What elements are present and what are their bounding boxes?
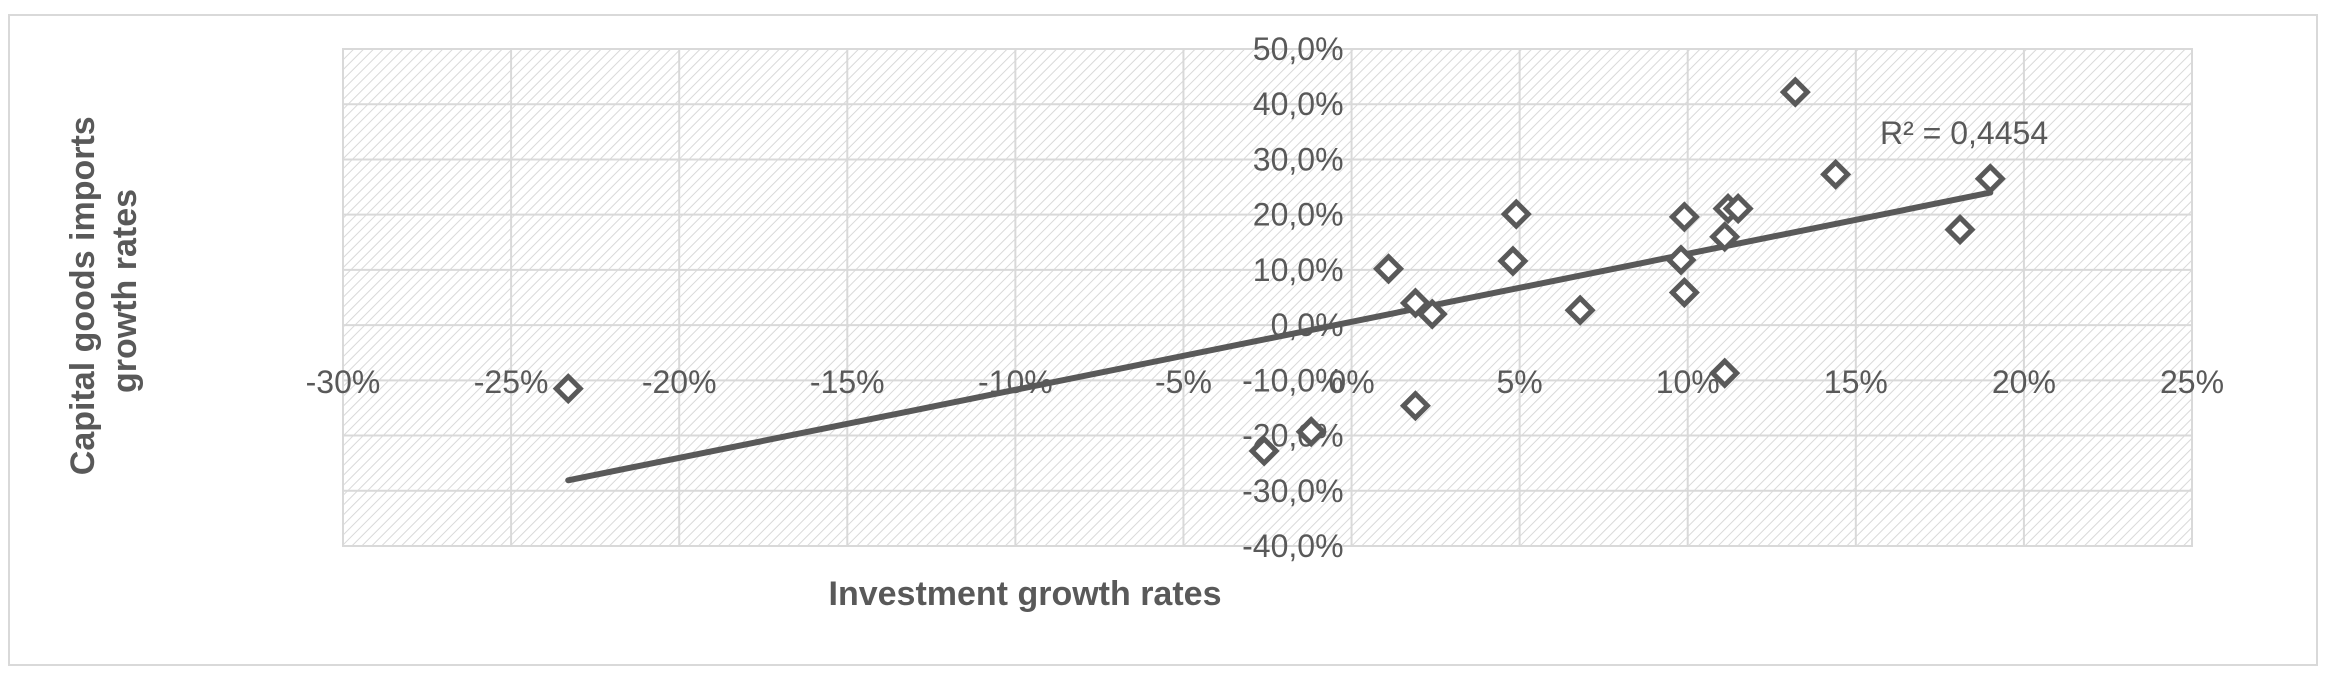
x-axis-title: Investment growth rates [829,575,1222,613]
scatter-chart: -30% -25% -20% -15% -10% -5% 0% 5% 10% 15% 20% 25%5… [64,31,2224,613]
y-tick-label: 30,0% [1253,141,1344,177]
data-point [1709,221,1741,253]
data-point [1399,287,1431,319]
data-point [1779,76,1811,108]
data-point [1497,245,1529,277]
x-tick-label: 0% [1328,364,1374,400]
data-point [1372,253,1405,285]
x-tick-label: 10% [1656,364,1720,400]
x-tick-label: 15% [1824,364,1888,400]
data-point [1416,298,1448,330]
y-tick-label: -30,0% [1242,473,1343,509]
x-tick-label: -25% [474,364,549,400]
y-tick-label: 50,0% [1253,31,1344,67]
data-point [1248,435,1280,467]
x-tick-label: -15% [810,364,885,400]
x-tick-label: 20% [1992,364,2056,400]
trendline [565,189,1994,484]
data-point [552,373,584,405]
y-axis-title: Capital goods imports growth rates [64,107,144,475]
r-squared-label: R² = 0,4454 [1880,115,2048,151]
y-tick-label: 10,0% [1253,252,1344,288]
x-tick-label: 25% [2160,364,2224,400]
data-point [1668,201,1700,233]
x-tick-label: 5% [1497,364,1543,400]
data-point [1944,214,1976,246]
y-tick-label: -10,0% [1242,362,1343,398]
gridlines [342,48,2193,547]
chart-frame: -30% -25% -20% -15% -10% -5% 0% 5% 10% 15% 20% 25% 5… [8,14,2318,666]
data-point [1709,357,1741,389]
x-tick-label: -5% [1155,364,1212,400]
trendline-group [565,189,1994,484]
data-point [1665,244,1697,276]
data-point [1668,276,1700,309]
y-tick-label: 40,0% [1253,86,1344,122]
data-point [1722,193,1754,225]
data-point [1295,416,1327,448]
data-point [1564,294,1596,326]
y-axis-title-line-2: growth rates [106,189,144,393]
data-point [1974,163,2006,195]
y-tick-label: 20,0% [1253,197,1344,233]
y-axis-title-line-1: Capital goods imports [64,116,102,475]
y-tick-label: -40,0% [1242,528,1343,564]
data-point [1399,390,1431,422]
data-point [1500,198,1532,230]
x-tick-label: -30% [306,364,381,400]
data-point [1820,158,1852,190]
data-points [552,76,2006,467]
x-tick-label: -20% [642,364,717,400]
